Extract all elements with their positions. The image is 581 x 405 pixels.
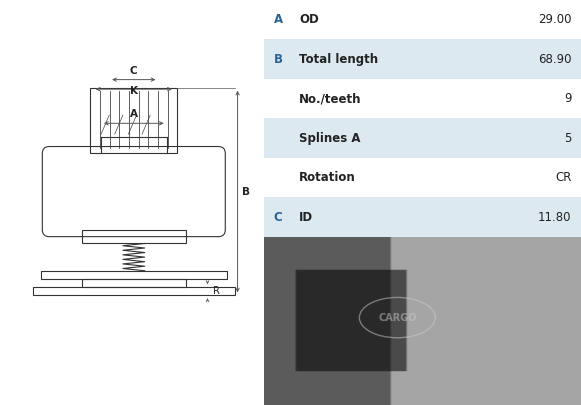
Text: CARGO: CARGO (378, 313, 417, 323)
Bar (90, 88, 178, 153)
Text: B: B (242, 187, 250, 196)
Bar (264, 40, 581, 79)
Text: 11.80: 11.80 (538, 211, 572, 224)
Text: 9: 9 (564, 92, 572, 105)
Text: 68.90: 68.90 (538, 53, 572, 66)
Text: 5: 5 (564, 132, 572, 145)
Text: B: B (274, 53, 283, 66)
Text: C: C (274, 211, 282, 224)
Text: R: R (213, 286, 220, 296)
Text: OD: OD (299, 13, 319, 26)
Bar (33, 287, 235, 295)
Text: CR: CR (555, 171, 572, 184)
Text: K: K (130, 86, 138, 96)
Bar (264, 118, 581, 158)
Bar (41, 271, 227, 279)
Text: A: A (130, 109, 138, 119)
Text: Total length: Total length (299, 53, 378, 66)
Text: Rotation: Rotation (299, 171, 356, 184)
Bar (264, 198, 581, 237)
Text: No./teeth: No./teeth (299, 92, 362, 105)
Text: Splines A: Splines A (299, 132, 361, 145)
Text: ID: ID (299, 211, 313, 224)
Text: A: A (274, 13, 283, 26)
Text: 29.00: 29.00 (538, 13, 572, 26)
Bar (82, 279, 186, 287)
Bar (82, 230, 186, 243)
Text: C: C (130, 66, 138, 75)
